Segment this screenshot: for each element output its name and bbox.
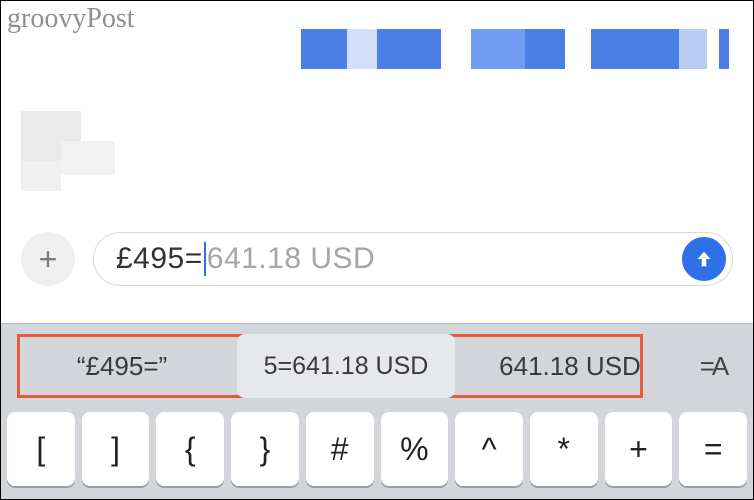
plus-icon: +: [39, 241, 58, 278]
key-lbrace[interactable]: {: [156, 412, 224, 486]
suggestion-equation[interactable]: 5=641.18 USD: [237, 334, 455, 398]
key-caret[interactable]: ^: [455, 412, 523, 486]
message-input[interactable]: £495= 641.18 USD: [93, 232, 733, 286]
key-rbrace[interactable]: }: [231, 412, 299, 486]
key-hash[interactable]: #: [306, 412, 374, 486]
arrow-up-icon: [693, 248, 715, 270]
suggestion-literal[interactable]: “£495=”: [13, 334, 231, 398]
inline-suggestion: 641.18 USD: [207, 242, 375, 276]
key-rbracket[interactable]: ]: [82, 412, 150, 486]
keyboard: “£495=” 5=641.18 USD 641.18 USD =A [ ] {…: [1, 323, 753, 499]
send-button[interactable]: [682, 237, 726, 281]
watermark: groovyPost: [7, 3, 135, 35]
header-contact-blurred: [301, 29, 741, 69]
avatar-blurred: [21, 111, 115, 191]
text-format-button[interactable]: =A: [685, 334, 741, 398]
keyboard-row: [ ] { } # % ^ * + =: [1, 408, 753, 494]
key-plus[interactable]: +: [605, 412, 673, 486]
suggestion-row: “£495=” 5=641.18 USD 641.18 USD =A: [1, 324, 753, 408]
key-equals[interactable]: =: [679, 412, 747, 486]
key-asterisk[interactable]: *: [530, 412, 598, 486]
key-lbracket[interactable]: [: [7, 412, 75, 486]
attach-button[interactable]: +: [21, 232, 75, 286]
typed-text: £495=: [116, 242, 203, 276]
message-input-row: + £495= 641.18 USD: [21, 229, 733, 289]
suggestion-result[interactable]: 641.18 USD: [461, 334, 679, 398]
key-percent[interactable]: %: [381, 412, 449, 486]
format-icon: =A: [700, 351, 727, 382]
text-cursor: [204, 242, 206, 276]
